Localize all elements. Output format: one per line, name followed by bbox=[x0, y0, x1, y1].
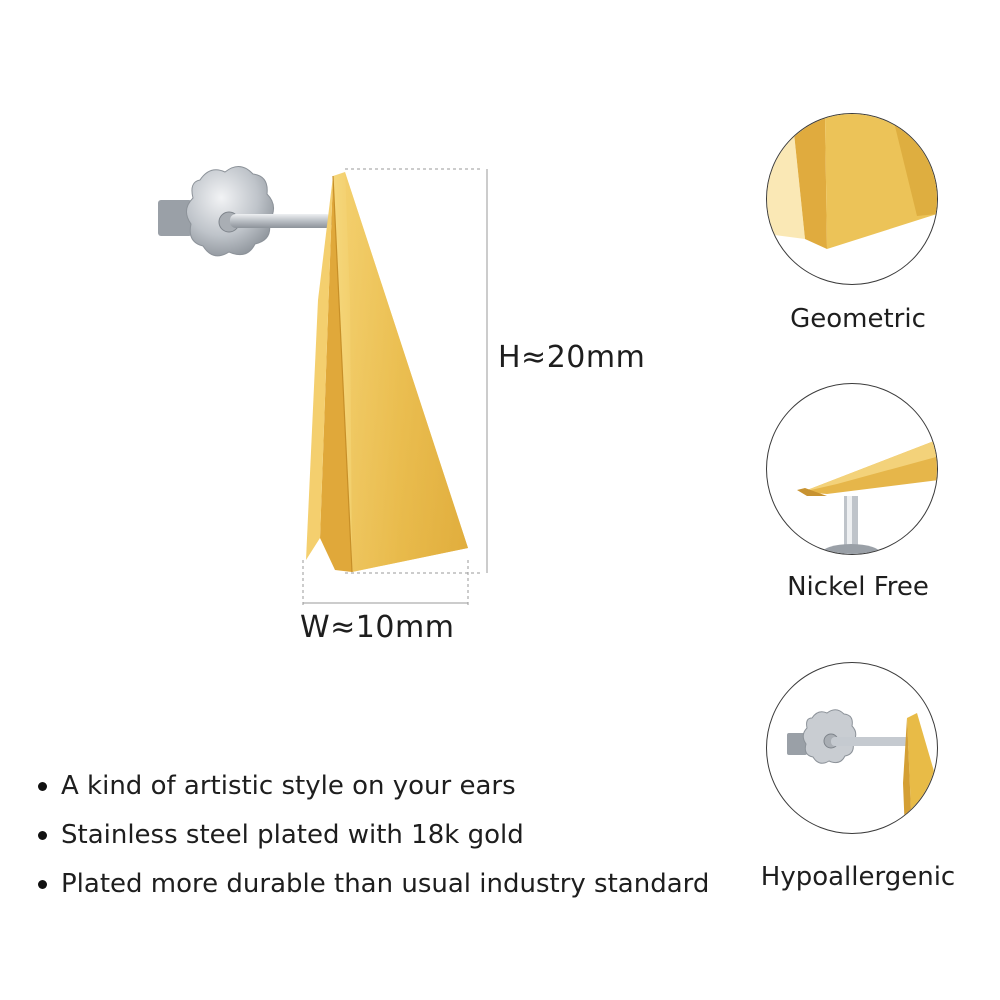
earring-product-image bbox=[158, 166, 488, 605]
list-item: Stainless steel plated with 18k gold bbox=[38, 811, 709, 860]
earring-back-icon bbox=[787, 709, 937, 833]
height-dimension-guide bbox=[345, 168, 488, 574]
bullet-text: Stainless steel plated with 18k gold bbox=[61, 820, 524, 850]
feature-label-hypoallergenic: Hypoallergenic bbox=[760, 862, 956, 892]
bullet-text: A kind of artistic style on your ears bbox=[61, 771, 516, 801]
feature-circle-nickel-free bbox=[766, 383, 938, 555]
post-closeup-icon bbox=[797, 439, 937, 554]
height-label: H≈20mm bbox=[498, 340, 646, 375]
feature-label-nickel-free: Nickel Free bbox=[787, 572, 929, 602]
feature-circle-hypoallergenic bbox=[766, 662, 938, 834]
earring-back-image bbox=[158, 166, 274, 257]
bullet-icon bbox=[38, 880, 47, 889]
feature-bullet-list: A kind of artistic style on your ears St… bbox=[38, 762, 709, 909]
feature-circle-geometric bbox=[766, 113, 938, 285]
bullet-text: Plated more durable than usual industry … bbox=[61, 869, 710, 899]
feature-label-geometric: Geometric bbox=[790, 304, 926, 334]
bullet-icon bbox=[38, 782, 47, 791]
width-label: W≈10mm bbox=[300, 610, 455, 645]
earring-post bbox=[230, 214, 332, 228]
bullet-icon bbox=[38, 831, 47, 840]
list-item: A kind of artistic style on your ears bbox=[38, 762, 709, 811]
list-item: Plated more durable than usual industry … bbox=[38, 860, 709, 909]
gold-triangle-image bbox=[306, 172, 468, 573]
triangle-closeup-icon bbox=[767, 114, 937, 249]
width-dimension-guide bbox=[302, 560, 469, 605]
